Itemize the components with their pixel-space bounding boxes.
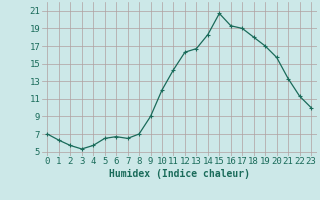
X-axis label: Humidex (Indice chaleur): Humidex (Indice chaleur) xyxy=(109,169,250,179)
